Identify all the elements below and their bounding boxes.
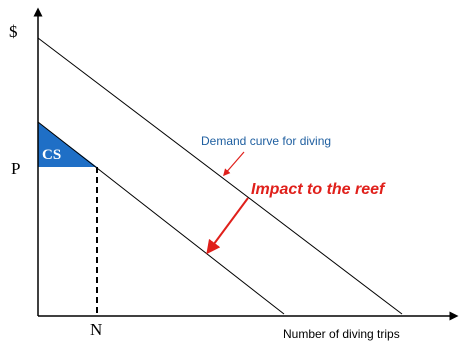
quantity-label: N [90,320,102,339]
consumer-surplus-label: CS [42,147,61,163]
shift-label: Impact to the reef [251,181,386,198]
y-axis-label: $ [9,22,18,41]
demand-curve-label: Demand curve for diving [201,134,331,148]
demand-curve-shifted [37,121,285,315]
shift-arrow [206,197,249,255]
demand-label-arrow [223,151,245,177]
price-label: P [11,159,20,178]
demand-curve-original [37,37,403,315]
x-axis-label: Number of diving trips [283,327,400,341]
